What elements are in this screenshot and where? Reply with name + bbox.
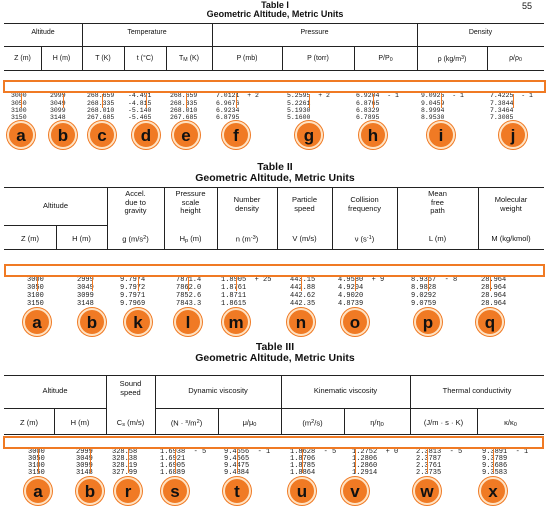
label-e: e xyxy=(172,121,200,149)
label-s: s xyxy=(161,477,189,505)
highlight-row xyxy=(3,436,544,449)
group-sound-speed: Sound speed xyxy=(119,379,142,397)
label-t: t xyxy=(223,477,251,505)
col-n: n (m-3) xyxy=(235,234,259,244)
col-z: Z (m) xyxy=(21,234,39,243)
col-h: H (m) xyxy=(52,55,71,62)
head-accel: Accel. due to gravity xyxy=(124,189,147,216)
label-a: a xyxy=(24,477,52,505)
col-t-celsius: t (°C) xyxy=(136,55,154,62)
table-header: Altitude Temperature Pressure Density Z … xyxy=(4,23,544,71)
label-d: d xyxy=(132,121,160,149)
group-dynamic-viscosity: Dynamic viscosity xyxy=(188,386,248,395)
col-cs: Cs (m/s) xyxy=(116,418,145,429)
label-b: b xyxy=(76,477,104,505)
col-p-mb: P (mb) xyxy=(236,55,258,62)
table-header: Altitude Sound speed Dynamic viscosity Ki… xyxy=(4,375,544,435)
table-row: 3150 3148 327.99 1.6889 9.4384 1.8864 1.2914 2.… xyxy=(28,469,508,477)
col-z: Z (m) xyxy=(14,55,31,62)
table-row: 3050 3049 268.335 -4.815 268.335 6.9676 5.2261… xyxy=(11,100,514,107)
group-altitude: Altitude xyxy=(31,29,55,36)
head-mean-free-path: Mean free path xyxy=(428,189,447,216)
col-hp: Hp (m) xyxy=(179,234,202,245)
label-q: q xyxy=(476,308,504,336)
table-3: Table III Geometric Altitude, Metric Uni… xyxy=(0,340,550,511)
table-row: 3000 2999 268.659 -4.491 268.659 7.0121 + 2 5.… xyxy=(11,92,533,99)
col-nu: ν (s-1) xyxy=(354,234,375,244)
col-t-kelvin: T (K) xyxy=(95,55,111,62)
label-k: k xyxy=(124,308,152,336)
head-collision-freq: Collision frequency xyxy=(348,195,381,213)
table-1: Table I Geometric Altitude, Metric Units… xyxy=(0,0,550,160)
col-p-ratio: P/P0 xyxy=(378,55,393,64)
label-f: f xyxy=(222,121,250,149)
label-x: x xyxy=(479,477,507,505)
col-eta: (m2/s) xyxy=(302,418,323,428)
label-b: b xyxy=(49,121,77,149)
label-u: u xyxy=(288,477,316,505)
group-density: Density xyxy=(468,29,493,36)
col-z: Z (m) xyxy=(20,418,38,427)
label-l: l xyxy=(174,308,202,336)
col-mu: (N · s/m2) xyxy=(170,418,203,428)
col-rho: ρ (kg/m3) xyxy=(437,55,467,64)
group-temperature: Temperature xyxy=(127,29,167,36)
table-header: Altitude Accel. due to gravity Pressure sca… xyxy=(4,187,544,250)
head-particle-speed: Particle speed xyxy=(291,195,317,213)
col-g: g (m/s2) xyxy=(122,234,149,244)
page-number: 55 xyxy=(522,1,533,11)
label-a: a xyxy=(23,308,51,336)
col-rho-ratio: ρ/ρ0 xyxy=(509,55,522,64)
table-row: 3150 3148 267.685 -5.465 267.685 6.8795 5.1600… xyxy=(11,114,514,121)
head-molecular-weight: Molecular weight xyxy=(494,195,528,213)
group-altitude: Altitude xyxy=(42,201,69,210)
col-h: H (m) xyxy=(70,418,90,427)
group-kinematic-viscosity: Kinematic viscosity xyxy=(313,386,378,395)
group-pressure: Pressure xyxy=(300,29,329,36)
head-pressure-scale: Pressure scale height xyxy=(175,189,206,216)
label-v: v xyxy=(341,477,369,505)
col-v: V (m/s) xyxy=(292,234,317,243)
table-row: 3100 3099 268.010 -5.140 268.010 6.9234 5.1930… xyxy=(11,107,514,114)
label-h: h xyxy=(359,121,387,149)
group-altitude: Altitude xyxy=(42,386,68,395)
col-m: M (kg/kmol) xyxy=(491,234,531,243)
label-g: g xyxy=(295,121,323,149)
table-row: 3100 3099 9.7971 7852.6 1.8711 442.62 4.9020 9.… xyxy=(27,292,507,300)
table-2: Table II Geometric Altitude, Metric Unit… xyxy=(0,160,550,336)
label-m: m xyxy=(222,308,250,336)
label-o: o xyxy=(341,308,369,336)
label-r: r xyxy=(114,477,142,505)
col-kappa-ratio: κ/κ0 xyxy=(504,418,517,429)
col-l: L (m) xyxy=(428,234,447,243)
label-w: w xyxy=(413,477,441,505)
table-row: 3000 2999 328.58 1.6938 - 5 9.4656 - 1 1.8628… xyxy=(28,448,529,456)
col-kappa: (J/m · s · K) xyxy=(423,418,464,427)
table-title: Table III Geometric Altitude, Metric Uni… xyxy=(195,341,355,365)
head-number-density: Number density xyxy=(233,195,261,213)
col-eta-ratio: η/η0 xyxy=(370,418,384,429)
highlight-row xyxy=(3,80,546,93)
table-title: Table II Geometric Altitude, Metric Unit… xyxy=(195,161,355,185)
label-p: p xyxy=(414,308,442,336)
group-thermal-conductivity: Thermal conductivity xyxy=(442,386,512,395)
label-n: n xyxy=(287,308,315,336)
highlight-row xyxy=(4,264,545,277)
table-row: 3150 3148 9.7969 7843.3 1.8615 442.35 4.8739 9.… xyxy=(27,300,507,308)
col-tm: TM (K) xyxy=(179,55,199,64)
label-c: c xyxy=(88,121,116,149)
col-p-torr: P (torr) xyxy=(307,55,329,62)
col-h: H (m) xyxy=(72,234,91,243)
table-title: Table I Geometric Altitude, Metric Units xyxy=(206,0,344,20)
label-i: i xyxy=(427,121,455,149)
label-b: b xyxy=(78,308,106,336)
col-mu-ratio: μ/μ0 xyxy=(242,418,257,429)
label-a: a xyxy=(7,121,35,149)
label-j: j xyxy=(499,121,527,149)
